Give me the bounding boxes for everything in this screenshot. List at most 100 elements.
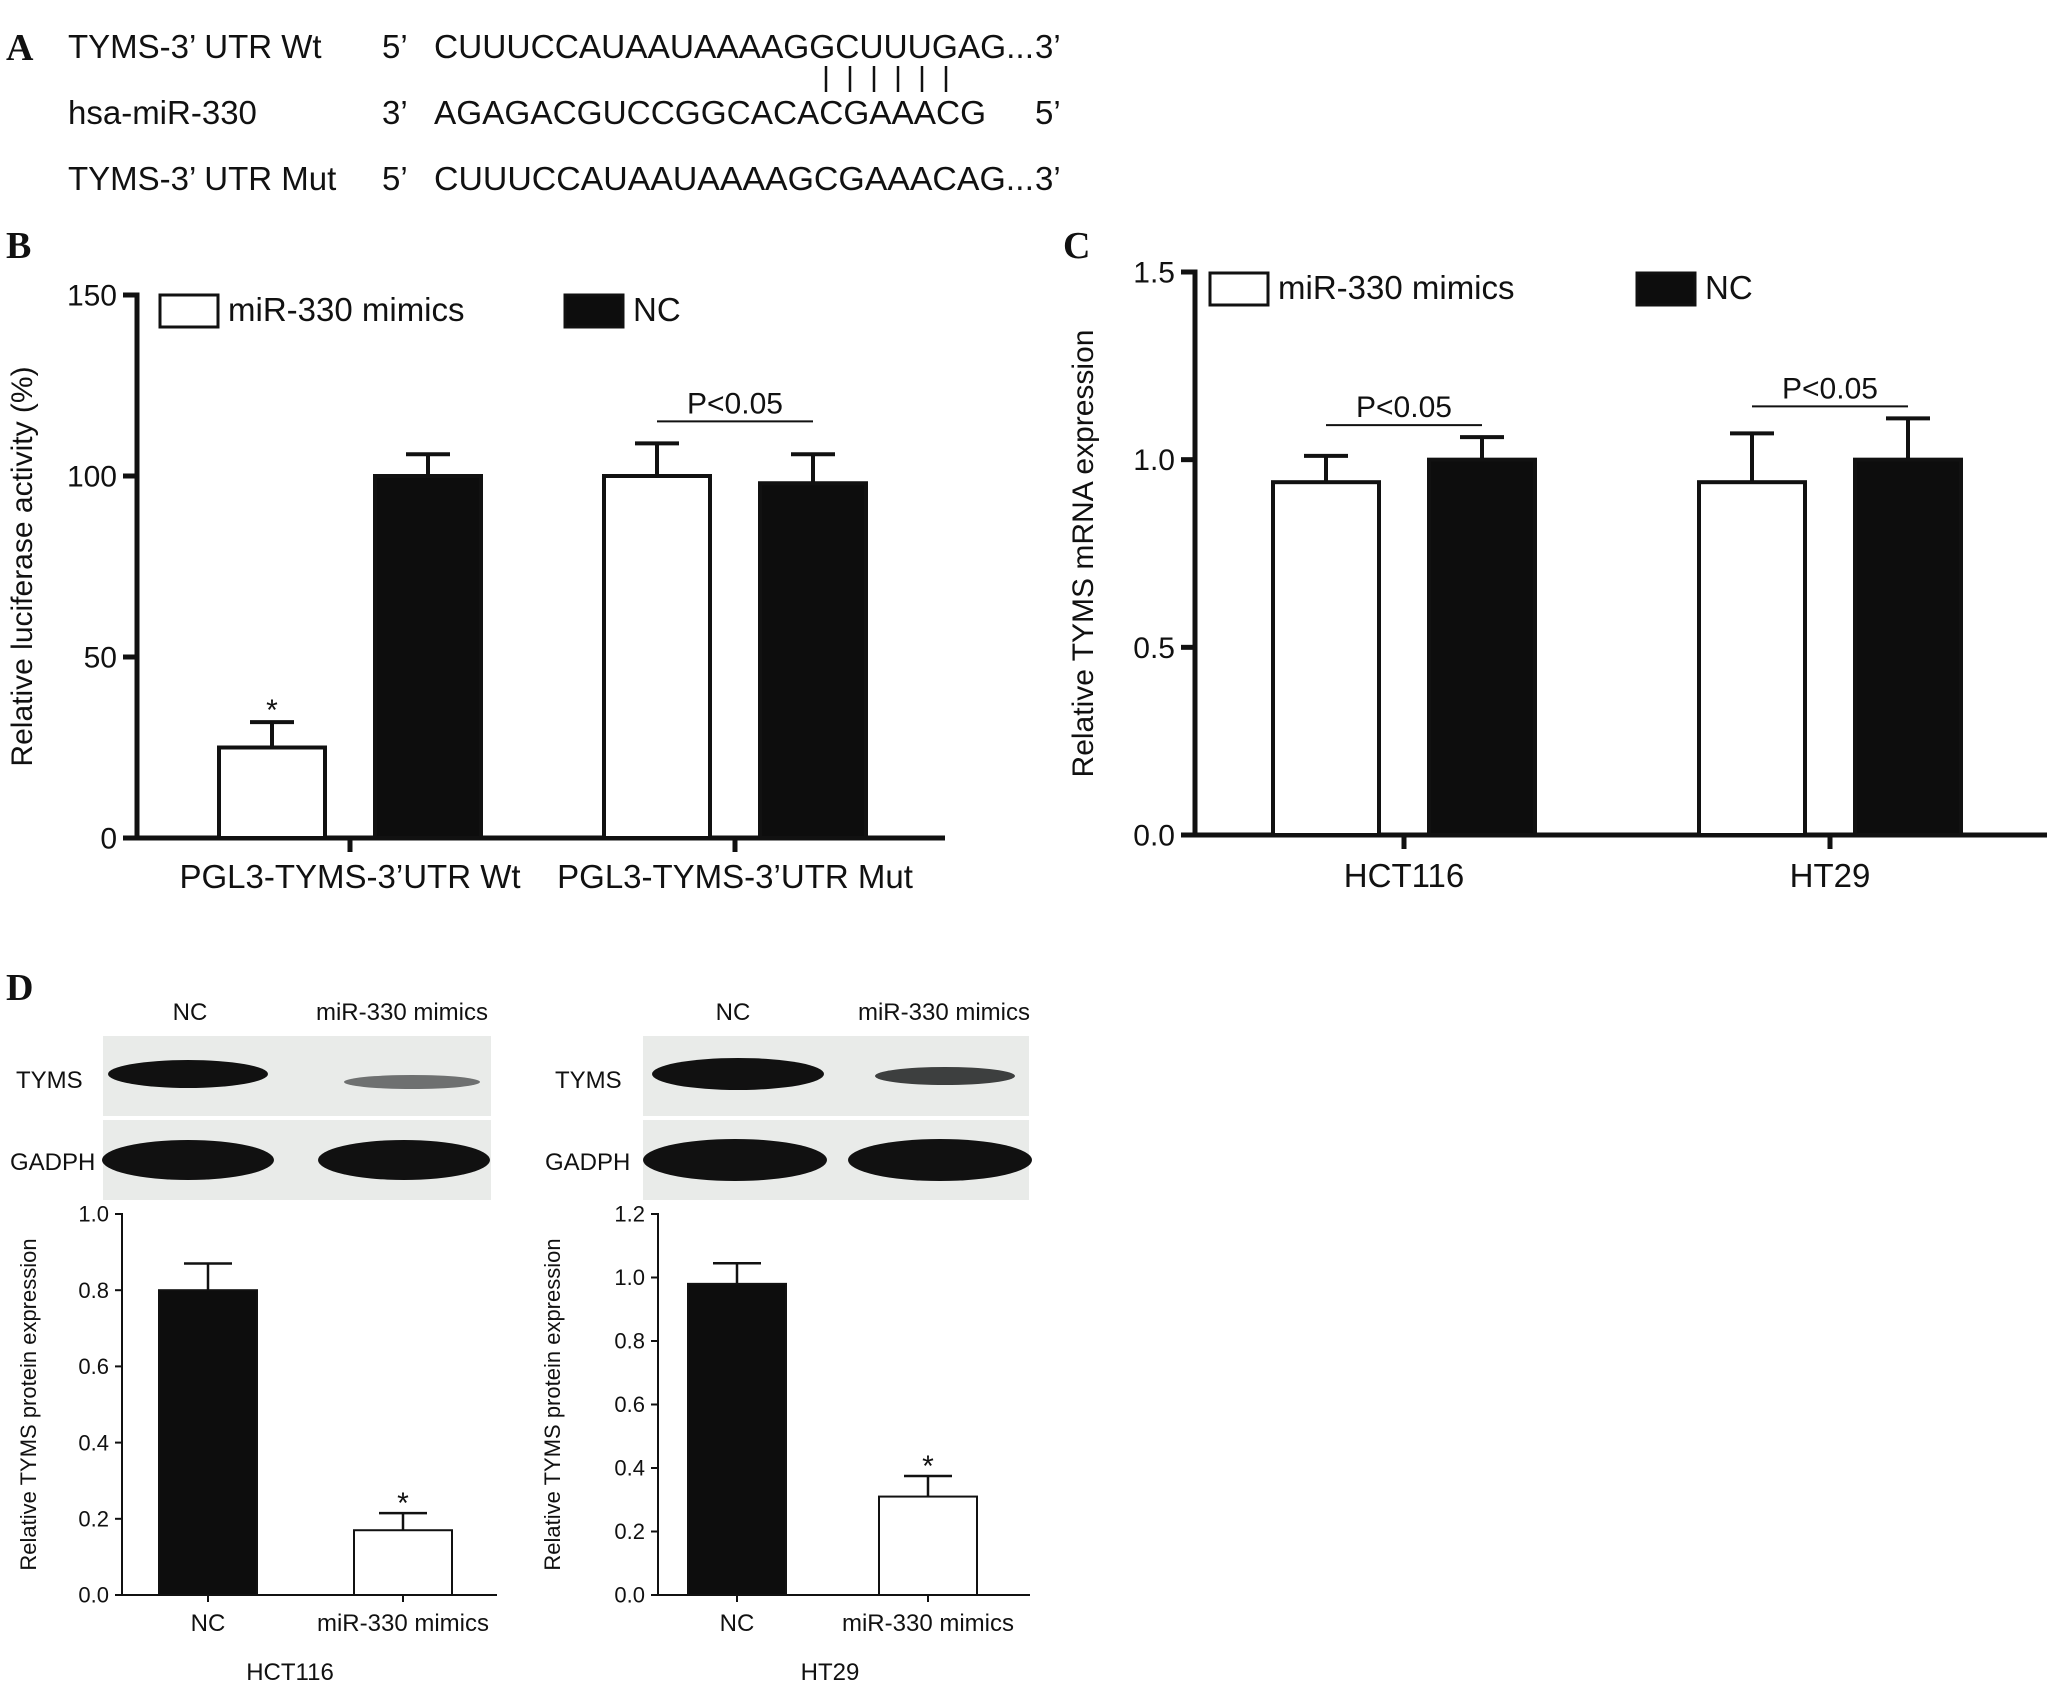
y-axis-label: Relative luciferase activity (%) [6, 366, 39, 766]
legend-label: miR-330 mimics [1278, 269, 1515, 306]
mirna-3prime: 3’ [382, 94, 408, 131]
wt-utr-sequence: CUUUCCAUAAUAAAAGGCUUUGAG... [434, 28, 1034, 65]
panel-a-letter: A [6, 27, 34, 69]
blot-row-label-gadph: GADPH [10, 1149, 95, 1176]
western-blot-ht29: NC miR-330 mimics TYMS GADPH [545, 999, 1032, 1200]
bar [687, 1282, 787, 1596]
y-tick-label: 1.2 [614, 1202, 645, 1227]
bar [1853, 457, 1963, 837]
blot-lane-label-nc: NC [173, 999, 208, 1026]
y-tick-label: 1.0 [614, 1265, 645, 1290]
significance-star: * [266, 694, 278, 727]
y-tick-label: 0.2 [78, 1507, 109, 1532]
bar [158, 1289, 258, 1596]
legend-swatch [563, 293, 625, 329]
blot-row-label-tyms: TYMS [555, 1067, 622, 1094]
legend-label: NC [633, 291, 681, 328]
p-value-label: P<0.05 [1782, 372, 1878, 405]
luciferase-bar-chart: 0 50 100 150 Relative luciferase activity (%… [6, 280, 945, 895]
panel-c-letter: C [1063, 225, 1090, 267]
mut-utr-3prime: 3’ [1035, 160, 1061, 197]
y-tick-label: 0.6 [614, 1392, 645, 1417]
blot-row-label-tyms: TYMS [16, 1067, 83, 1094]
band-tyms-nc [652, 1058, 824, 1090]
mut-utr-sequence: CUUUCCAUAAUAAAAGCGAAACAG... [434, 160, 1034, 197]
protein-bar-chart-hct116: 0.0 0.2 0.4 0.6 0.8 1.0 Relative TYMS protein … [16, 1202, 497, 1684]
band-gadph-nc [102, 1140, 274, 1180]
x-category-label: miR-330 mimics [842, 1610, 1014, 1637]
base-pairing-marks [824, 66, 948, 92]
bar [1271, 480, 1381, 837]
y-tick-label: 0.8 [614, 1329, 645, 1354]
blot-lane-label-mimics: miR-330 mimics [316, 999, 488, 1026]
y-tick-label: 0 [100, 823, 117, 856]
bar [217, 745, 327, 840]
bar [602, 474, 712, 840]
legend-swatch [1635, 271, 1697, 307]
y-tick-label: 1.0 [78, 1202, 109, 1227]
band-tyms-mimics [344, 1075, 480, 1089]
x-category-label: HT29 [1790, 857, 1871, 894]
wt-utr-label: TYMS-3’ UTR Wt [68, 28, 322, 65]
y-tick-label: 0.2 [614, 1519, 645, 1544]
y-tick-label: 0.6 [78, 1354, 109, 1379]
y-tick-label: 100 [67, 461, 117, 494]
x-category-label: NC [720, 1610, 755, 1637]
mut-utr-label: TYMS-3’ UTR Mut [68, 160, 336, 197]
blot-row-label-gadph: GADPH [545, 1149, 630, 1176]
mut-utr-5prime: 5’ [382, 160, 408, 197]
legend-label: NC [1705, 269, 1753, 306]
y-tick-label: 0.5 [1133, 632, 1175, 665]
y-tick-label: 0.4 [614, 1456, 645, 1481]
western-blot-hct116: NC miR-330 mimics TYMS GADPH [10, 999, 491, 1200]
wt-utr-5prime: 5’ [382, 28, 408, 65]
panel-d-letter: D [6, 967, 33, 1009]
legend-label: miR-330 mimics [228, 291, 465, 328]
legend-swatch [1208, 271, 1270, 307]
x-category-label: HCT116 [1344, 857, 1464, 894]
mirna-label: hsa-miR-330 [68, 94, 257, 131]
panel-a-sequence-alignment: TYMS-3’ UTR Wt 5’ CUUUCCAUAAUAAAAGGCUUUG… [68, 28, 1061, 197]
y-tick-label: 1.0 [1133, 444, 1175, 477]
protein-bar-chart-ht29: 0.0 0.2 0.4 0.6 0.8 1.0 1.2 Relative TYMS prote… [540, 1202, 1030, 1684]
legend-swatch [158, 293, 220, 329]
bar [373, 474, 483, 840]
significance-star: * [397, 1487, 409, 1520]
mirna-5prime: 5’ [1035, 94, 1061, 131]
x-category-label: PGL3-TYMS-3’UTR Mut [557, 858, 913, 895]
mirna-sequence: AGAGACGUCCGGCACACGAAACG [434, 94, 986, 131]
band-gadph-mimics [848, 1139, 1032, 1181]
y-tick-label: 0.4 [78, 1430, 109, 1455]
y-tick-label: 150 [67, 280, 117, 313]
bar [1427, 457, 1537, 837]
band-tyms-nc [108, 1060, 268, 1088]
y-tick-label: 0.0 [78, 1583, 109, 1608]
chart-title: HT29 [801, 1659, 860, 1684]
p-value-label: P<0.05 [1356, 391, 1452, 424]
band-gadph-nc [643, 1139, 827, 1181]
significance-star: * [922, 1450, 934, 1483]
bar [1697, 480, 1807, 837]
y-tick-label: 0.0 [614, 1583, 645, 1608]
wt-utr-3prime: 3’ [1035, 28, 1061, 65]
band-tyms-mimics [875, 1067, 1015, 1085]
mrna-bar-chart: 0.0 0.5 1.0 1.5 Relative TYMS mRNA expressio… [1067, 257, 2047, 894]
y-tick-label: 0.8 [78, 1278, 109, 1303]
bar [758, 481, 868, 840]
band-gadph-mimics [318, 1140, 490, 1180]
panel-b-letter: B [6, 225, 31, 267]
x-category-label: PGL3-TYMS-3’UTR Wt [179, 858, 520, 895]
y-tick-label: 0.0 [1133, 820, 1175, 853]
blot-lane-label-mimics: miR-330 mimics [858, 999, 1030, 1026]
y-tick-label: 1.5 [1133, 257, 1175, 290]
p-value-label: P<0.05 [687, 387, 783, 420]
y-tick-label: 50 [84, 642, 117, 675]
bar [878, 1495, 978, 1596]
x-category-label: NC [191, 1610, 226, 1637]
x-category-label: miR-330 mimics [317, 1610, 489, 1637]
y-axis-label: Relative TYMS protein expression [16, 1238, 41, 1570]
bar [353, 1529, 453, 1596]
y-axis-label: Relative TYMS protein expression [540, 1238, 565, 1570]
y-axis-label: Relative TYMS mRNA expression [1067, 330, 1100, 778]
